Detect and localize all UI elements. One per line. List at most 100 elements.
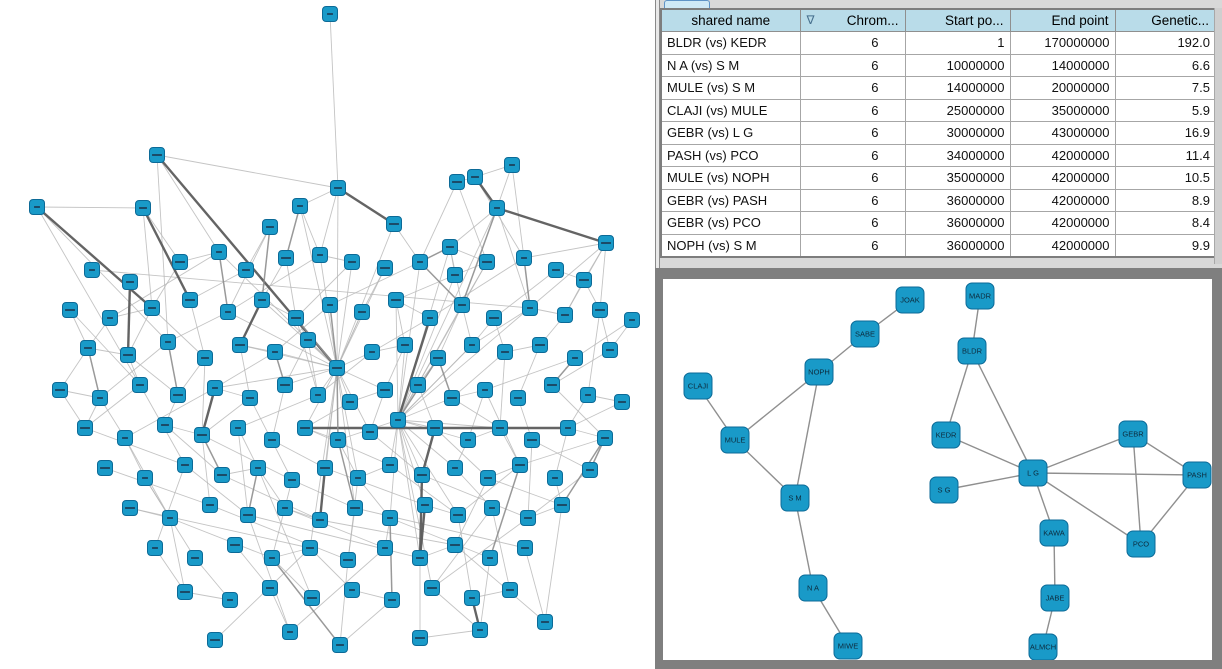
table-cell[interactable]: 11.4 — [1114, 143, 1217, 167]
network-node[interactable] — [344, 582, 360, 598]
network-node[interactable] — [582, 462, 598, 478]
node-almch[interactable]: ALMCH — [1028, 633, 1058, 660]
network-node[interactable] — [240, 507, 256, 523]
table-cell[interactable]: 6 — [799, 121, 906, 145]
network-node[interactable] — [297, 420, 313, 436]
node-n-a[interactable]: N A — [798, 574, 828, 602]
network-node[interactable] — [52, 382, 68, 398]
column-header-start-po-[interactable]: Start po... — [904, 8, 1011, 32]
network-node[interactable] — [544, 377, 560, 393]
table-cell[interactable]: 6 — [799, 53, 906, 77]
column-header-chrom-[interactable]: ∇ Chrom... — [799, 8, 906, 32]
table-cell[interactable]: 42000000 — [1009, 166, 1116, 190]
network-node[interactable] — [250, 460, 266, 476]
node-noph[interactable]: NOPH — [804, 358, 834, 386]
network-node[interactable] — [484, 500, 500, 516]
network-node[interactable] — [84, 262, 100, 278]
network-node[interactable] — [242, 390, 258, 406]
network-node[interactable] — [430, 350, 446, 366]
network-node[interactable] — [350, 470, 366, 486]
network-node[interactable] — [284, 472, 300, 488]
network-node[interactable] — [377, 382, 393, 398]
network-node[interactable] — [232, 337, 248, 353]
network-node[interactable] — [497, 344, 513, 360]
network-node[interactable] — [417, 497, 433, 513]
table-cell[interactable]: N A (vs) S M — [660, 53, 801, 77]
network-node[interactable] — [207, 380, 223, 396]
network-node[interactable] — [172, 254, 188, 270]
network-node[interactable] — [524, 432, 540, 448]
network-node[interactable] — [182, 292, 198, 308]
network-node[interactable] — [502, 582, 518, 598]
network-node[interactable] — [288, 310, 304, 326]
table-cell[interactable]: 35000000 — [1009, 98, 1116, 122]
table-cell[interactable]: 5.9 — [1114, 98, 1217, 122]
network-node[interactable] — [377, 540, 393, 556]
network-node[interactable] — [450, 507, 466, 523]
table-row[interactable]: PASH (vs) PCO 6 34000000 42000000 11.4 — [660, 143, 1217, 167]
main-network-panel[interactable] — [0, 0, 655, 669]
table-cell[interactable]: 6 — [799, 143, 906, 167]
network-node[interactable] — [464, 590, 480, 606]
table-cell[interactable]: MULE (vs) S M — [660, 76, 801, 100]
node-kawa[interactable]: KAWA — [1039, 519, 1069, 547]
network-node[interactable] — [460, 432, 476, 448]
network-node[interactable] — [554, 497, 570, 513]
table-cell[interactable]: 42000000 — [1009, 188, 1116, 212]
table-cell[interactable]: GEBR (vs) PASH — [660, 188, 801, 212]
table-cell[interactable]: 20000000 — [1009, 76, 1116, 100]
table-cell[interactable]: 6.6 — [1114, 53, 1217, 77]
network-node[interactable] — [197, 350, 213, 366]
network-node[interactable] — [377, 260, 393, 276]
table-cell[interactable]: 43000000 — [1009, 121, 1116, 145]
network-node[interactable] — [602, 342, 618, 358]
network-node[interactable] — [160, 334, 176, 350]
node-sabe[interactable]: SABE — [850, 320, 880, 348]
network-node[interactable] — [278, 250, 294, 266]
table-row[interactable]: BLDR (vs) KEDR 6 1 170000000 192.0 — [660, 31, 1217, 55]
network-node[interactable] — [292, 198, 308, 214]
table-cell[interactable]: 8.9 — [1114, 188, 1217, 212]
network-node[interactable] — [211, 244, 227, 260]
table-cell[interactable]: NOPH (vs) S M — [660, 233, 801, 258]
network-node[interactable] — [464, 337, 480, 353]
network-node[interactable] — [382, 457, 398, 473]
network-node[interactable] — [310, 387, 326, 403]
network-node[interactable] — [624, 312, 640, 328]
table-cell[interactable]: 170000000 — [1009, 31, 1116, 55]
column-header-genetic-[interactable]: Genetic... — [1114, 8, 1217, 32]
network-node[interactable] — [412, 254, 428, 270]
network-node[interactable] — [264, 432, 280, 448]
network-node[interactable] — [344, 254, 360, 270]
network-node[interactable] — [170, 387, 186, 403]
network-node[interactable] — [412, 630, 428, 646]
network-node[interactable] — [364, 344, 380, 360]
table-cell[interactable]: 42000000 — [1009, 143, 1116, 167]
table-cell[interactable]: 7.5 — [1114, 76, 1217, 100]
network-node[interactable] — [77, 420, 93, 436]
table-cell[interactable]: PASH (vs) PCO — [660, 143, 801, 167]
table-cell[interactable]: 6 — [799, 76, 906, 100]
network-node[interactable] — [277, 377, 293, 393]
network-node[interactable] — [362, 424, 378, 440]
table-cell[interactable]: 6 — [799, 166, 906, 190]
network-node[interactable] — [449, 174, 465, 190]
table-cell[interactable]: 6 — [799, 98, 906, 122]
network-node[interactable] — [277, 500, 293, 516]
table-cell[interactable]: CLAJI (vs) MULE — [660, 98, 801, 122]
network-node[interactable] — [312, 512, 328, 528]
table-cell[interactable]: 6 — [799, 31, 906, 55]
network-node[interactable] — [187, 550, 203, 566]
table-row[interactable]: GEBR (vs) L G 6 30000000 43000000 16.9 — [660, 121, 1217, 145]
network-node[interactable] — [207, 632, 223, 648]
network-node[interactable] — [492, 420, 508, 436]
network-node[interactable] — [214, 467, 230, 483]
network-node[interactable] — [80, 340, 96, 356]
table-cell[interactable]: 36000000 — [904, 233, 1011, 258]
table-cell[interactable]: 14000000 — [904, 76, 1011, 100]
network-node[interactable] — [479, 254, 495, 270]
network-node[interactable] — [220, 304, 236, 320]
network-node[interactable] — [477, 382, 493, 398]
table-cell[interactable]: 10000000 — [904, 53, 1011, 77]
network-node[interactable] — [222, 592, 238, 608]
